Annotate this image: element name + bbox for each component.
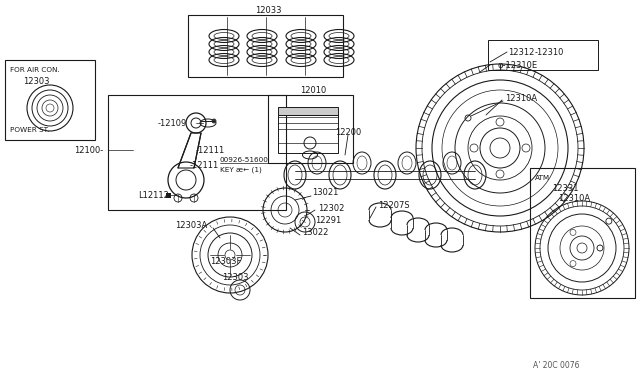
Bar [108, 95, 286, 210]
Text: 12312: 12312 [508, 48, 534, 57]
Text: 12303: 12303 [222, 273, 248, 282]
Bar [166, 193, 171, 198]
Text: KEY æ← (1): KEY æ← (1) [220, 167, 262, 173]
Bar [530, 168, 635, 298]
Text: 12303A: 12303A [175, 221, 207, 230]
Text: 12291: 12291 [315, 215, 341, 224]
Text: 12207S: 12207S [378, 201, 410, 209]
Text: 13022: 13022 [302, 228, 328, 237]
Text: 12331: 12331 [552, 183, 579, 192]
Text: FOR AIR CON.: FOR AIR CON. [10, 67, 60, 73]
Text: 12303F: 12303F [210, 257, 241, 266]
Text: -12111: -12111 [196, 145, 225, 154]
Text: φ-12310E: φ-12310E [498, 61, 538, 70]
Text: 12303: 12303 [23, 77, 49, 86]
Text: A' 20C 0076: A' 20C 0076 [534, 360, 580, 369]
Text: 12033: 12033 [255, 6, 282, 15]
Circle shape [212, 119, 216, 123]
Bar [5, 60, 95, 140]
Text: 12302: 12302 [318, 203, 344, 212]
Text: -12111: -12111 [190, 160, 220, 170]
Text: 12200: 12200 [335, 128, 361, 137]
Bar [268, 95, 353, 163]
Bar [188, 15, 343, 77]
Text: 12310A: 12310A [558, 193, 590, 202]
Text: POWER ST.: POWER ST. [10, 127, 49, 133]
Text: 12310A: 12310A [505, 93, 537, 103]
Text: 13021: 13021 [312, 187, 339, 196]
Bar [278, 115, 338, 153]
Text: L12112: L12112 [138, 190, 169, 199]
Text: -12310: -12310 [535, 48, 564, 57]
Text: ATM: ATM [535, 175, 550, 181]
Text: 00926-51600: 00926-51600 [220, 157, 269, 163]
Text: 12100-: 12100- [74, 145, 103, 154]
Text: 12010: 12010 [300, 86, 326, 94]
Bar [278, 107, 338, 115]
Bar [488, 40, 598, 70]
Text: -12109: -12109 [158, 119, 188, 128]
